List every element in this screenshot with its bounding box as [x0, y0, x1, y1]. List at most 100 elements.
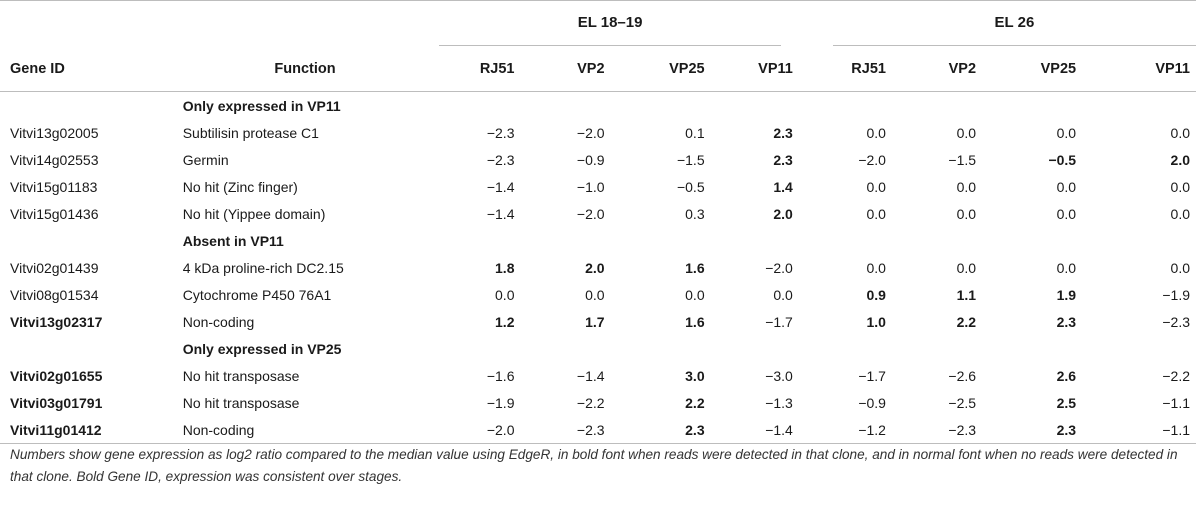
function-cell: Subtilisin protease C1	[182, 124, 319, 141]
value-cell: 2.0	[1170, 151, 1190, 168]
value-cell: 2.0	[585, 259, 605, 276]
header-el1819-vp2: VP2	[577, 60, 605, 77]
value-cell: −1.4	[486, 205, 515, 222]
value-cell: −2.2	[1162, 367, 1190, 384]
gene-id-cell: Vitvi02g01655	[10, 367, 103, 384]
function-cell: No hit (Zinc finger)	[182, 178, 298, 195]
gene-id-cell: Vitvi02g01439	[10, 259, 99, 276]
value-cell: 0.0	[1170, 178, 1190, 195]
value-cell: 1.8	[495, 259, 515, 276]
value-cell: 2.3	[1056, 313, 1077, 330]
value-cell: −1.4	[486, 178, 515, 195]
value-cell: −2.3	[948, 421, 977, 438]
value-cell: −1.7	[765, 313, 793, 330]
function-cell: No hit transposase	[182, 394, 300, 411]
value-cell: −1.7	[858, 367, 886, 384]
header-el26-vp2: VP2	[948, 60, 977, 77]
gene-id-cell: Vitvi13g02317	[10, 313, 103, 330]
value-cell: 1.1	[956, 286, 977, 303]
value-cell: 0.0	[1056, 205, 1077, 222]
function-cell: Non-coding	[182, 313, 255, 330]
column-header-row: Gene ID Function RJ51 VP2 VP25 VP11 RJ51…	[0, 46, 1196, 92]
table-row: Vitvi02g01439 4 kDa proline-rich DC2.15 1.…	[0, 254, 1196, 281]
value-cell: −2.3	[486, 124, 515, 141]
header-function: Function	[274, 60, 336, 77]
gene-id-cell: Vitvi15g01183	[10, 178, 98, 195]
value-cell: −3.0	[765, 367, 793, 384]
value-cell: −0.9	[576, 151, 605, 168]
gene-id-cell: Vitvi14g02553	[10, 151, 99, 168]
table-footnote: Numbers show gene expression as log2 rat…	[10, 447, 1178, 484]
section-title: Only expressed in VP25	[182, 340, 342, 357]
gene-id-cell: Vitvi13g02005	[10, 124, 99, 141]
table-row: Vitvi15g01183 No hit (Zinc finger) −1.4 −1.…	[0, 173, 1196, 200]
gene-id-cell: Vitvi08g01534	[10, 286, 99, 303]
table-row: Vitvi15g01436 No hit (Yippee domain) −1.4 −…	[0, 200, 1196, 227]
value-cell: 0.0	[585, 286, 605, 303]
function-cell: Germin	[182, 151, 229, 168]
value-cell: −2.3	[1162, 313, 1190, 330]
value-cell: 0.0	[956, 259, 977, 276]
value-cell: 0.0	[866, 124, 886, 141]
value-cell: −1.1	[1162, 421, 1190, 438]
value-cell: 0.0	[866, 178, 886, 195]
section-title: Only expressed in VP11	[182, 97, 341, 114]
value-cell: 0.0	[956, 178, 977, 195]
value-cell: −0.9	[858, 394, 886, 411]
header-el26-rj51: RJ51	[851, 60, 886, 77]
value-cell: −1.0	[576, 178, 605, 195]
value-cell: −1.9	[486, 394, 515, 411]
group-header-el-26: EL 26	[832, 1, 1196, 46]
function-cell: Non-coding	[182, 421, 255, 438]
gene-id-cell: Vitvi11g01412	[10, 421, 102, 438]
value-cell: 2.3	[773, 124, 793, 141]
value-cell: 0.0	[685, 286, 705, 303]
section-row: Only expressed in VP25	[0, 335, 1196, 362]
value-cell: 1.7	[585, 313, 605, 330]
value-cell: −2.6	[948, 367, 977, 384]
value-cell: 2.2	[685, 394, 705, 411]
bottom-rule	[0, 443, 1196, 444]
value-cell: −2.3	[486, 151, 515, 168]
value-cell: 0.3	[685, 205, 705, 222]
value-cell: 0.0	[773, 286, 793, 303]
value-cell: −2.5	[948, 394, 977, 411]
value-cell: 1.4	[773, 178, 793, 195]
value-cell: 0.0	[866, 259, 886, 276]
gene-id-cell: Vitvi15g01436	[10, 205, 99, 222]
value-cell: −2.3	[576, 421, 605, 438]
value-cell: −1.9	[1162, 286, 1190, 303]
value-cell: −1.3	[765, 394, 793, 411]
value-cell: 2.6	[1056, 367, 1077, 384]
value-cell: 1.6	[685, 259, 705, 276]
value-cell: −0.5	[1048, 151, 1077, 168]
value-cell: 0.0	[866, 205, 886, 222]
value-cell: 0.0	[1056, 259, 1077, 276]
value-cell: 0.0	[1056, 178, 1077, 195]
value-cell: 0.0	[1170, 259, 1190, 276]
value-cell: 1.0	[866, 313, 886, 330]
header-gene-id: Gene ID	[10, 60, 65, 77]
value-cell: −1.4	[576, 367, 605, 384]
value-cell: 2.2	[956, 313, 977, 330]
value-cell: 1.2	[495, 313, 515, 330]
value-cell: 2.3	[685, 421, 705, 438]
function-cell: 4 kDa proline-rich DC2.15	[182, 259, 344, 276]
function-cell: Cytochrome P450 76A1	[182, 286, 332, 303]
value-cell: 3.0	[685, 367, 705, 384]
value-cell: 0.0	[956, 124, 977, 141]
value-cell: 0.0	[1170, 124, 1190, 141]
value-cell: −2.0	[576, 124, 605, 141]
value-cell: 0.1	[685, 124, 705, 141]
value-cell: 0.0	[1056, 124, 1077, 141]
value-cell: 1.9	[1056, 286, 1077, 303]
section-row: Only expressed in VP11	[0, 92, 1196, 120]
value-cell: −1.5	[948, 151, 977, 168]
section-row: Absent in VP11	[0, 227, 1196, 254]
value-cell: 0.0	[956, 205, 977, 222]
value-cell: −1.6	[486, 367, 515, 384]
table-row: Vitvi13g02005 Subtilisin protease C1 −2.3 −…	[0, 119, 1196, 146]
header-el26-vp11: VP11	[1155, 60, 1190, 77]
table-row: Vitvi08g01534 Cytochrome P450 76A1 0.0 0.0 0…	[0, 281, 1196, 308]
